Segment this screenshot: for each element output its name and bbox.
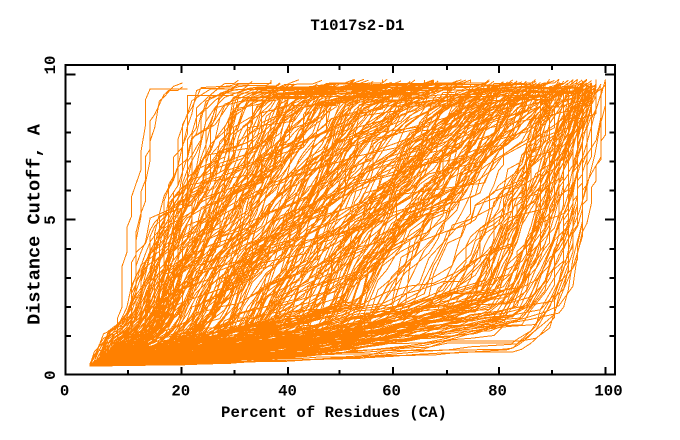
svg-text:T1017s2-D1: T1017s2-D1: [310, 17, 404, 35]
svg-text:0: 0: [60, 383, 69, 401]
svg-text:40: 40: [278, 383, 297, 401]
svg-text:100: 100: [594, 383, 622, 401]
svg-text:80: 80: [488, 383, 507, 401]
svg-text:60: 60: [382, 383, 401, 401]
svg-text:Percent of Residues (CA): Percent of Residues (CA): [221, 404, 447, 422]
svg-text:Distance Cutoff, A: Distance Cutoff, A: [25, 123, 46, 325]
svg-text:20: 20: [171, 383, 190, 401]
svg-text:0: 0: [42, 370, 60, 379]
svg-text:10: 10: [42, 56, 60, 75]
svg-text:5: 5: [42, 215, 60, 224]
